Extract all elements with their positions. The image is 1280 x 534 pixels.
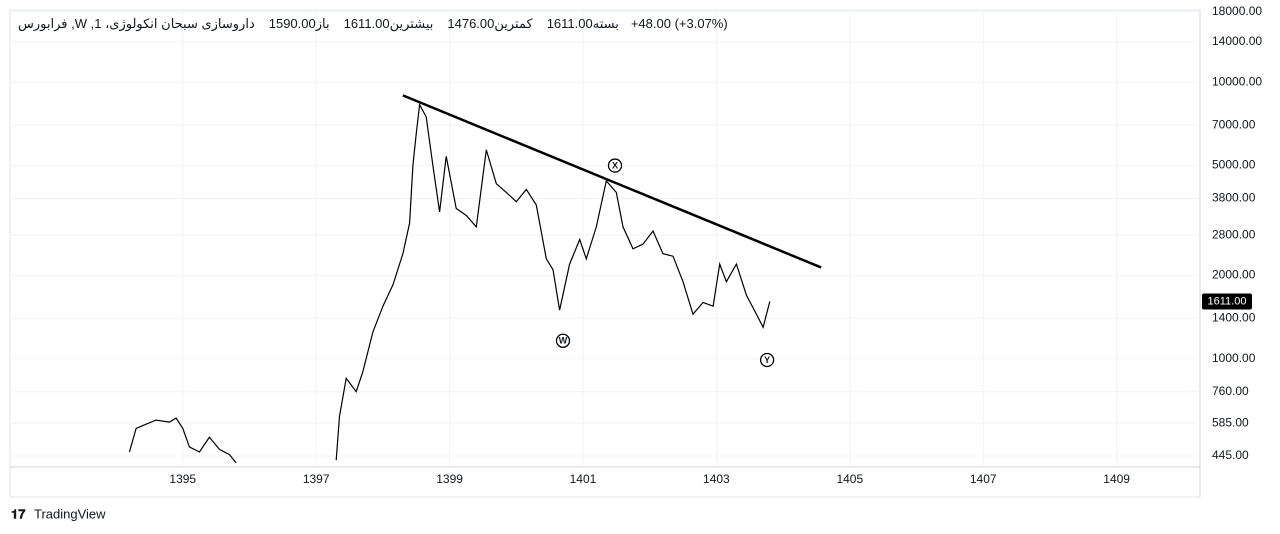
y-tick-label: 445.00 bbox=[1212, 448, 1249, 462]
ohlc-label: بسته bbox=[592, 16, 619, 31]
x-tick-label: 1405 bbox=[836, 472, 863, 486]
last-price-box bbox=[1202, 293, 1252, 310]
trendline bbox=[402, 94, 822, 269]
plot: 445.00 585.00 760.00 1000.00 1400.00 2000.00 2… bbox=[10, 4, 1262, 486]
x-tick-label: 1407 bbox=[970, 472, 997, 486]
logo-mark: 𝟏𝟕 bbox=[11, 506, 26, 521]
change: +48.00 (+3.07%) bbox=[630, 16, 728, 31]
y-tick-label: 585.00 bbox=[1212, 415, 1249, 429]
y-tick-label: 10000.00 bbox=[1212, 75, 1262, 89]
ohlc-item: بیشترین1611.00 bbox=[342, 16, 434, 32]
wave-label: Y bbox=[764, 355, 770, 365]
x-tick-label: 1395 bbox=[169, 472, 196, 486]
ohlc-item: بسته1611.00 bbox=[545, 16, 619, 32]
ohlc-item: باز1590.00 bbox=[267, 16, 330, 32]
symbol-title: داروسازی سبحان انکولوژی، 1, W, فرابورس bbox=[18, 16, 255, 31]
frame bbox=[9, 9, 1201, 498]
wave-marker bbox=[607, 158, 623, 173]
wave-label: W bbox=[559, 336, 568, 346]
ohlc-label: کمترین bbox=[494, 16, 533, 31]
x-tick-label: 1399 bbox=[436, 472, 463, 486]
wave-marker bbox=[555, 333, 571, 348]
ohlc-value: 1590.00 bbox=[268, 16, 316, 31]
x-tick-label: 1397 bbox=[303, 472, 330, 486]
y-tick-label: 2000.00 bbox=[1212, 268, 1256, 282]
y-tick-label: 5000.00 bbox=[1212, 158, 1256, 172]
y-tick-label: 7000.00 bbox=[1212, 117, 1256, 131]
last-price-label: 1611.00 bbox=[1208, 295, 1247, 307]
x-tick-label: 1409 bbox=[1103, 472, 1130, 486]
y-tick-label: 2800.00 bbox=[1212, 227, 1256, 241]
ohlc-value: 1611.00 bbox=[343, 16, 390, 31]
y-tick-label: 1400.00 bbox=[1212, 311, 1256, 325]
y-tick-label: 18000.00 bbox=[1212, 4, 1262, 18]
y-tick-label: 1000.00 bbox=[1212, 351, 1256, 365]
y-tick-label: 3800.00 bbox=[1212, 191, 1256, 205]
ohlc-label: بیشترین bbox=[389, 16, 434, 31]
wave-marker bbox=[759, 352, 775, 368]
y-tick-label: 760.00 bbox=[1212, 384, 1249, 398]
x-tick-label: 1403 bbox=[703, 472, 730, 486]
ohlc-item: کمترین1476.00 bbox=[445, 16, 532, 32]
price-line bbox=[128, 102, 771, 464]
x-tick-label: 1401 bbox=[570, 472, 597, 486]
ohlc-label: باز bbox=[315, 16, 330, 31]
header: داروسازی سبحان انکولوژی، 1, W, فرابورس ب… bbox=[18, 16, 728, 32]
ohlc-value: 1611.00 bbox=[546, 16, 593, 31]
ohlc-value: 1476.00 bbox=[447, 16, 495, 31]
footer: TradingView bbox=[34, 506, 106, 521]
wave-label: X bbox=[612, 160, 618, 170]
y-tick-label: 14000.00 bbox=[1212, 34, 1262, 48]
